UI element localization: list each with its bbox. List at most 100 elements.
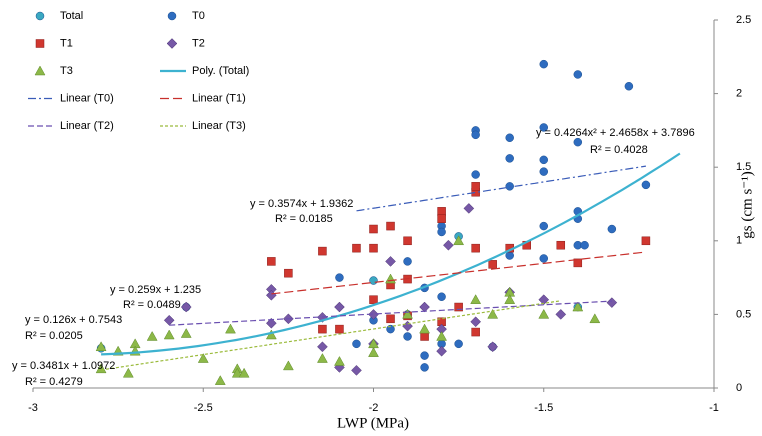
point bbox=[454, 302, 463, 312]
legend-label: T2 bbox=[192, 37, 205, 49]
legend-marker bbox=[167, 11, 177, 21]
point bbox=[180, 328, 192, 338]
point bbox=[539, 155, 548, 165]
x-axis-label: LWP (MPa) bbox=[337, 415, 409, 431]
point bbox=[335, 324, 344, 334]
point bbox=[436, 330, 448, 341]
point bbox=[335, 273, 344, 282]
point bbox=[555, 309, 567, 320]
legend-marker bbox=[35, 39, 45, 48]
trend-equation: y = 0.126x + 0.7543 bbox=[25, 314, 122, 326]
point bbox=[487, 341, 499, 353]
point bbox=[471, 182, 480, 191]
point bbox=[351, 364, 362, 376]
point bbox=[437, 227, 446, 237]
point bbox=[420, 332, 429, 341]
legend-label: Total bbox=[60, 10, 83, 22]
y-tick-label: 1 bbox=[736, 235, 742, 247]
point bbox=[214, 375, 226, 385]
point bbox=[487, 308, 499, 319]
point bbox=[95, 341, 107, 352]
legend-label: Linear (T0) bbox=[60, 92, 114, 104]
point bbox=[471, 243, 480, 253]
point bbox=[225, 323, 236, 334]
point bbox=[369, 243, 378, 253]
y-tick-label: 2 bbox=[736, 88, 742, 100]
point bbox=[265, 317, 277, 329]
point bbox=[443, 239, 454, 251]
point bbox=[539, 221, 548, 231]
point bbox=[454, 339, 463, 349]
point bbox=[504, 294, 516, 304]
point bbox=[231, 367, 243, 378]
trend-equation: y = 0.3481x + 1.0972 bbox=[12, 360, 115, 372]
point bbox=[505, 154, 514, 163]
legend-label: T1 bbox=[60, 37, 73, 49]
point bbox=[419, 323, 430, 334]
legend-label: Linear (T2) bbox=[60, 120, 114, 132]
point bbox=[641, 236, 651, 246]
legend-marker bbox=[35, 11, 45, 21]
point bbox=[403, 332, 412, 341]
point bbox=[368, 309, 379, 320]
point bbox=[163, 329, 175, 340]
point bbox=[265, 289, 277, 301]
point bbox=[334, 301, 345, 313]
trend-r2: R² = 0.4279 bbox=[25, 376, 83, 388]
trend-equation: y = 0.4264x² + 2.4658x + 3.7896 bbox=[536, 127, 695, 139]
legend-marker bbox=[166, 38, 178, 49]
point bbox=[453, 235, 465, 246]
x-tick-label: -2.5 bbox=[194, 402, 213, 414]
trend-r2: R² = 0.0185 bbox=[275, 213, 333, 225]
point bbox=[538, 308, 550, 319]
point bbox=[402, 308, 413, 319]
point bbox=[488, 260, 497, 269]
point bbox=[267, 257, 276, 266]
trendline bbox=[169, 300, 612, 326]
y-tick-label: 2.5 bbox=[736, 14, 751, 26]
point bbox=[163, 314, 175, 326]
point bbox=[471, 170, 480, 179]
point bbox=[624, 81, 634, 91]
point bbox=[385, 256, 396, 267]
point bbox=[385, 273, 396, 284]
point bbox=[386, 221, 395, 231]
point bbox=[539, 59, 548, 69]
point bbox=[352, 339, 361, 349]
point bbox=[589, 313, 601, 324]
trendline bbox=[101, 300, 561, 371]
y-axis-label: gs (cm s⁻¹) bbox=[739, 171, 755, 238]
point bbox=[403, 236, 412, 246]
point bbox=[317, 341, 328, 353]
point bbox=[437, 292, 446, 301]
point bbox=[146, 330, 158, 341]
legend-label: Poly. (Total) bbox=[192, 65, 249, 77]
x-tick-label: -1 bbox=[709, 402, 719, 414]
point bbox=[580, 240, 589, 250]
y-tick-label: 0.5 bbox=[736, 308, 751, 320]
point bbox=[641, 180, 651, 190]
point bbox=[539, 167, 548, 176]
point bbox=[471, 130, 480, 140]
point bbox=[463, 203, 475, 214]
y-tick-label: 1.5 bbox=[736, 161, 751, 173]
point bbox=[402, 320, 413, 332]
trend-equation: y = 0.3574x + 1.9362 bbox=[250, 198, 353, 210]
point bbox=[419, 301, 430, 313]
point bbox=[238, 367, 250, 378]
point bbox=[334, 355, 345, 366]
point bbox=[606, 297, 618, 308]
trend-r2: R² = 0.0489 bbox=[123, 299, 181, 311]
point bbox=[573, 258, 583, 268]
point bbox=[505, 182, 514, 191]
legend-label: Linear (T1) bbox=[192, 92, 246, 104]
trend-equation: y = 0.259x + 1.235 bbox=[110, 284, 201, 296]
point bbox=[386, 314, 395, 324]
point bbox=[420, 363, 429, 372]
point bbox=[538, 294, 550, 306]
trend-r2: R² = 0.0205 bbox=[25, 330, 83, 342]
trendline bbox=[356, 165, 646, 212]
point bbox=[352, 243, 361, 253]
point bbox=[556, 240, 566, 250]
